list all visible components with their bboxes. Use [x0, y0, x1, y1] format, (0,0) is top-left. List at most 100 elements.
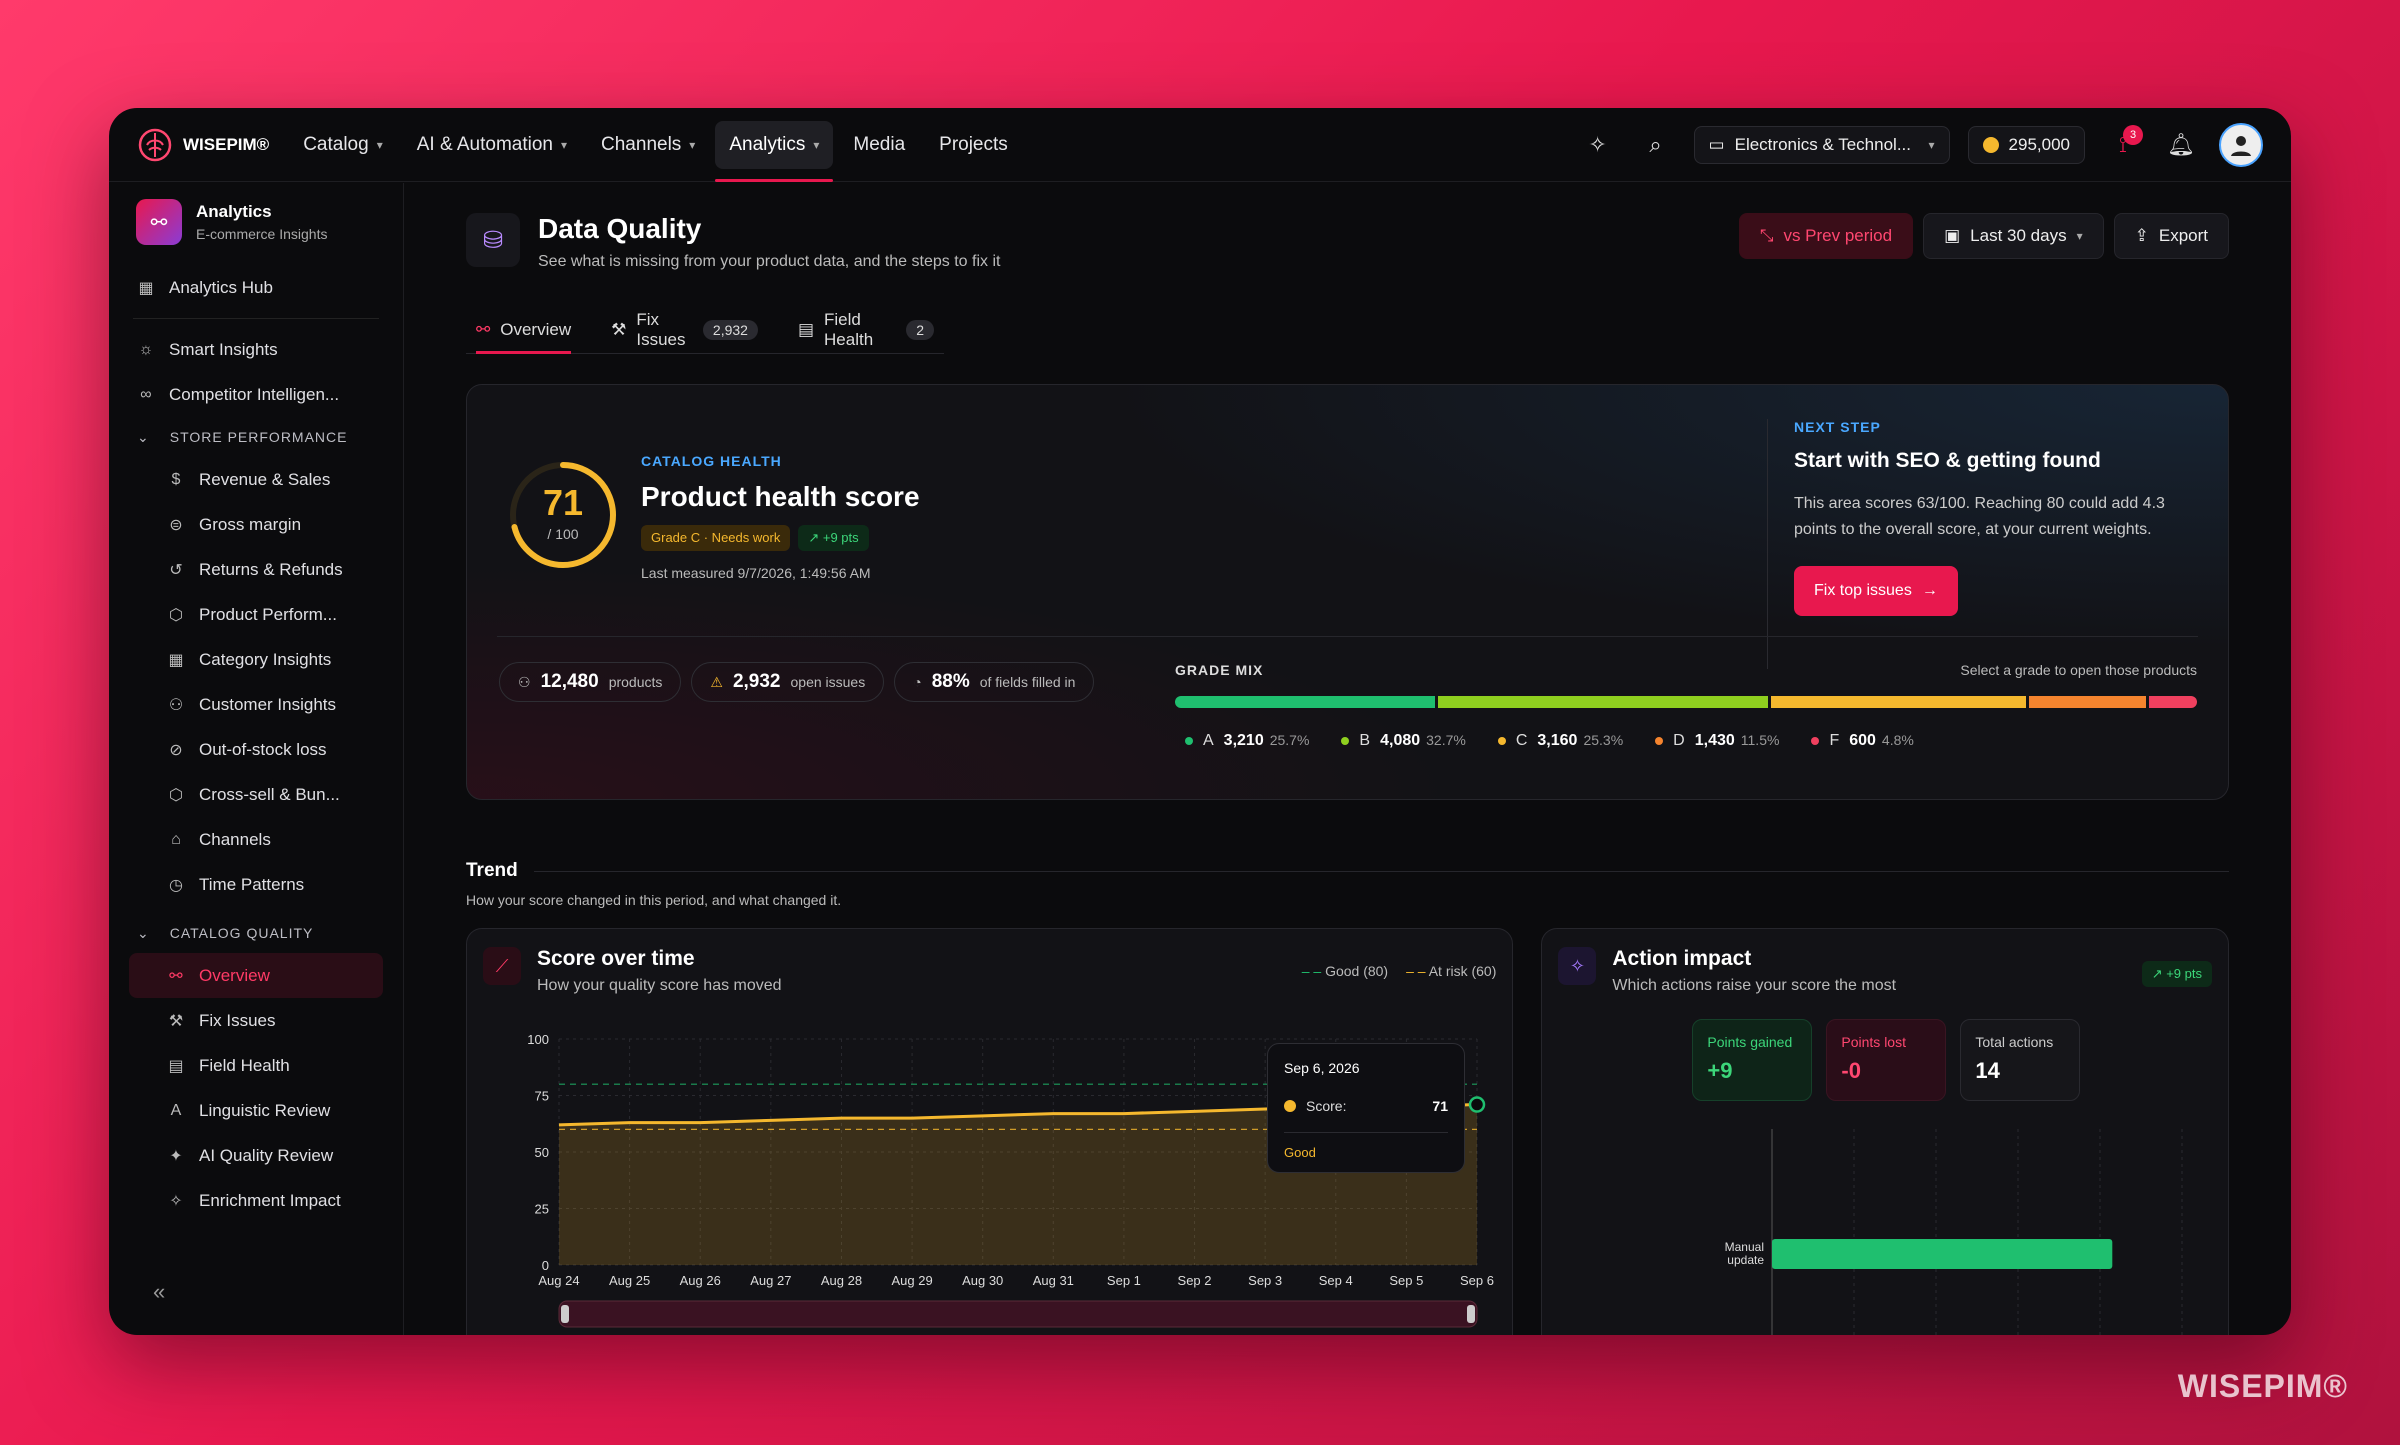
warning-icon: ⚠ — [710, 673, 723, 690]
bell-icon[interactable]: 🔔︎ — [2167, 131, 2195, 157]
x-tick-label: Aug 25 — [609, 1273, 650, 1288]
folder-icon: ▭ — [1708, 134, 1725, 154]
sidebar-item-field-health[interactable]: ▤ Field Health — [109, 1043, 403, 1088]
grade-legend-a[interactable]: A 3,210 25.7% — [1185, 732, 1309, 750]
sidebar-item-revenue[interactable]: $ Revenue & Sales — [109, 457, 403, 502]
sidebar-item-ai-quality-review[interactable]: ✦ AI Quality Review — [109, 1133, 403, 1178]
fix-top-issues-button[interactable]: Fix top issues → — [1794, 565, 1958, 616]
grid-icon: ▦ — [138, 279, 154, 297]
sidebar-item-label: Out-of-stock loss — [199, 739, 327, 759]
tab-fix-issues[interactable]: ⚒ Fix Issues 2,932 — [601, 307, 768, 353]
nav-channels[interactable]: Channels ▾ — [587, 121, 709, 169]
grade-pct: 11.5% — [1740, 732, 1780, 748]
tab-count-badge: 2,932 — [702, 320, 758, 340]
nav-analytics[interactable]: Analytics ▾ — [715, 120, 834, 182]
button-label: Fix top issues — [1814, 581, 1912, 599]
avatar[interactable] — [2219, 122, 2263, 167]
sidebar-section-store-performance[interactable]: ⌄ STORE PERFORMANCE — [109, 417, 403, 457]
grade-legend-c[interactable]: C 3,160 25.3% — [1497, 732, 1624, 750]
grade-segment-d[interactable] — [2029, 696, 2146, 708]
grade-segment-f[interactable] — [2148, 696, 2197, 708]
grade-legend-d[interactable]: D 1,430 11.5% — [1655, 732, 1779, 750]
x-tick-label: Aug 31 — [1033, 1273, 1074, 1288]
date-range-select[interactable]: ▣ Last 30 days ▾ — [1923, 213, 2104, 259]
nav-catalog[interactable]: Catalog ▾ — [289, 121, 397, 169]
sidebar-item-category-insights[interactable]: ▦ Category Insights — [109, 637, 403, 682]
sidebar-item-returns[interactable]: ↺ Returns & Refunds — [109, 547, 403, 592]
sidebar-item-label: Field Health — [199, 1055, 290, 1075]
nav-label: Media — [853, 133, 906, 155]
tab-bar: ⚯ Overview ⚒ Fix Issues 2,932 ▤ Field Health… — [466, 307, 944, 354]
score-point-latest[interactable] — [1468, 1096, 1486, 1113]
database-icon: ⛁ — [466, 213, 520, 267]
sidebar-item-time-patterns[interactable]: ◷ Time Patterns — [109, 862, 403, 907]
activity-button[interactable]: ⟟ 3 — [2103, 124, 2143, 165]
sidebar-item-competitor[interactable]: ∞ Competitor Intelligen... — [109, 372, 403, 417]
nav-label: Analytics — [729, 133, 806, 155]
legend-label: Good (80) — [1325, 963, 1389, 979]
compare-toggle-button[interactable]: ⤡ vs Prev period — [1738, 213, 1914, 259]
sidebar-item-analytics-hub[interactable]: ▦ Analytics Hub — [109, 265, 403, 310]
coin-icon — [1982, 136, 1999, 153]
health-score-max: / 100 — [547, 526, 578, 542]
collapse-sidebar-icon[interactable]: « — [153, 1279, 166, 1304]
nav-projects[interactable]: Projects — [925, 121, 1022, 169]
refund-icon: ↺ — [169, 561, 183, 579]
health-eyebrow: CATALOG HEALTH — [641, 453, 782, 469]
grade-legend-b[interactable]: B 4,080 32.7% — [1341, 732, 1466, 750]
range-brush[interactable] — [558, 1300, 1478, 1328]
chevron-down-icon: ⌄ — [137, 428, 150, 445]
grade-pct: 25.3% — [1583, 732, 1624, 748]
sidebar-item-label: Cross-sell & Bun... — [199, 784, 340, 804]
workspace-selector[interactable]: ▭ Electronics & Technol... ▾ — [1693, 125, 1950, 164]
impact-bar[interactable] — [1772, 1239, 2113, 1269]
sidebar-item-linguistic-review[interactable]: A Linguistic Review — [109, 1088, 403, 1133]
nav-label: Channels — [601, 133, 682, 155]
nav-media[interactable]: Media — [839, 121, 919, 169]
kpi-label: Points lost — [1841, 1034, 1906, 1050]
health-score-value: 71 — [543, 482, 583, 523]
nav-ai-automation[interactable]: AI & Automation ▾ — [403, 121, 581, 169]
sidebar-item-channels[interactable]: ⌂ Channels — [109, 817, 403, 862]
sidebar-item-enrichment-impact[interactable]: ✧ Enrichment Impact — [109, 1178, 403, 1223]
grade-dot — [1655, 736, 1664, 745]
credits-balance[interactable]: 295,000 — [1967, 125, 2085, 164]
sidebar-item-label: Overview — [199, 965, 270, 985]
brush-handle-left[interactable] — [561, 1305, 569, 1323]
tab-label: Overview — [500, 320, 572, 339]
grade-legend-f[interactable]: F 600 4.8% — [1811, 732, 1914, 750]
kpi-value: -0 — [1841, 1058, 1861, 1083]
binoculars-icon: ∞ — [140, 385, 152, 403]
chevron-down-icon: ▾ — [689, 137, 696, 152]
search-icon[interactable]: ⌕ — [1649, 131, 1662, 157]
sidebar-item-fix-issues[interactable]: ⚒ Fix Issues — [109, 998, 403, 1043]
sidebar-item-product-performance[interactable]: ⬡ Product Perform... — [109, 592, 403, 637]
tab-overview[interactable]: ⚯ Overview — [466, 307, 581, 354]
sidebar-section-catalog-quality[interactable]: ⌄ CATALOG QUALITY — [109, 913, 403, 953]
export-button[interactable]: ⇪ Export — [2113, 213, 2229, 259]
sidebar-item-customer-insights[interactable]: ⚇ Customer Insights — [109, 682, 403, 727]
sidebar-item-overview[interactable]: ⚯ Overview — [129, 953, 383, 998]
sidebar-item-label: Customer Insights — [199, 694, 336, 714]
sparkle-icon: ✧ — [1558, 947, 1597, 985]
chevron-down-icon: ▾ — [813, 137, 820, 152]
grade-segment-b[interactable] — [1437, 696, 1768, 708]
grade-segment-a[interactable] — [1175, 696, 1435, 708]
sidebar-item-out-of-stock[interactable]: ⊘ Out-of-stock loss — [109, 727, 403, 772]
sidebar-item-cross-sell[interactable]: ⬡ Cross-sell & Bun... — [109, 772, 403, 817]
kpi-total-actions: Total actions 14 — [1960, 1019, 2081, 1101]
grade-mix-legend: A 3,210 25.7% B 4,080 32.7% C 3,160 25.3% D 1,430 1… — [1175, 732, 2197, 750]
brush-handle-right[interactable] — [1467, 1305, 1475, 1323]
wrench-icon: ⚒ — [168, 1012, 184, 1030]
grade-segment-c[interactable] — [1770, 696, 2027, 708]
analytics-icon: ⚯ — [136, 199, 182, 245]
sidebar-item-gross-margin[interactable]: ⊜ Gross margin — [109, 502, 403, 547]
tab-field-health[interactable]: ▤ Field Health 2 — [788, 307, 944, 353]
legend-good: – – Good (80) — [1301, 963, 1389, 979]
sparkle-icon[interactable]: ✧ — [1588, 131, 1607, 157]
sidebar-item-smart-insights[interactable]: ☼ Smart Insights — [109, 327, 403, 372]
grade-mix-bar — [1175, 696, 2197, 708]
sparkle-icon: ✦ — [169, 1147, 183, 1165]
brand-logo[interactable]: WISEPIM® — [137, 127, 269, 163]
